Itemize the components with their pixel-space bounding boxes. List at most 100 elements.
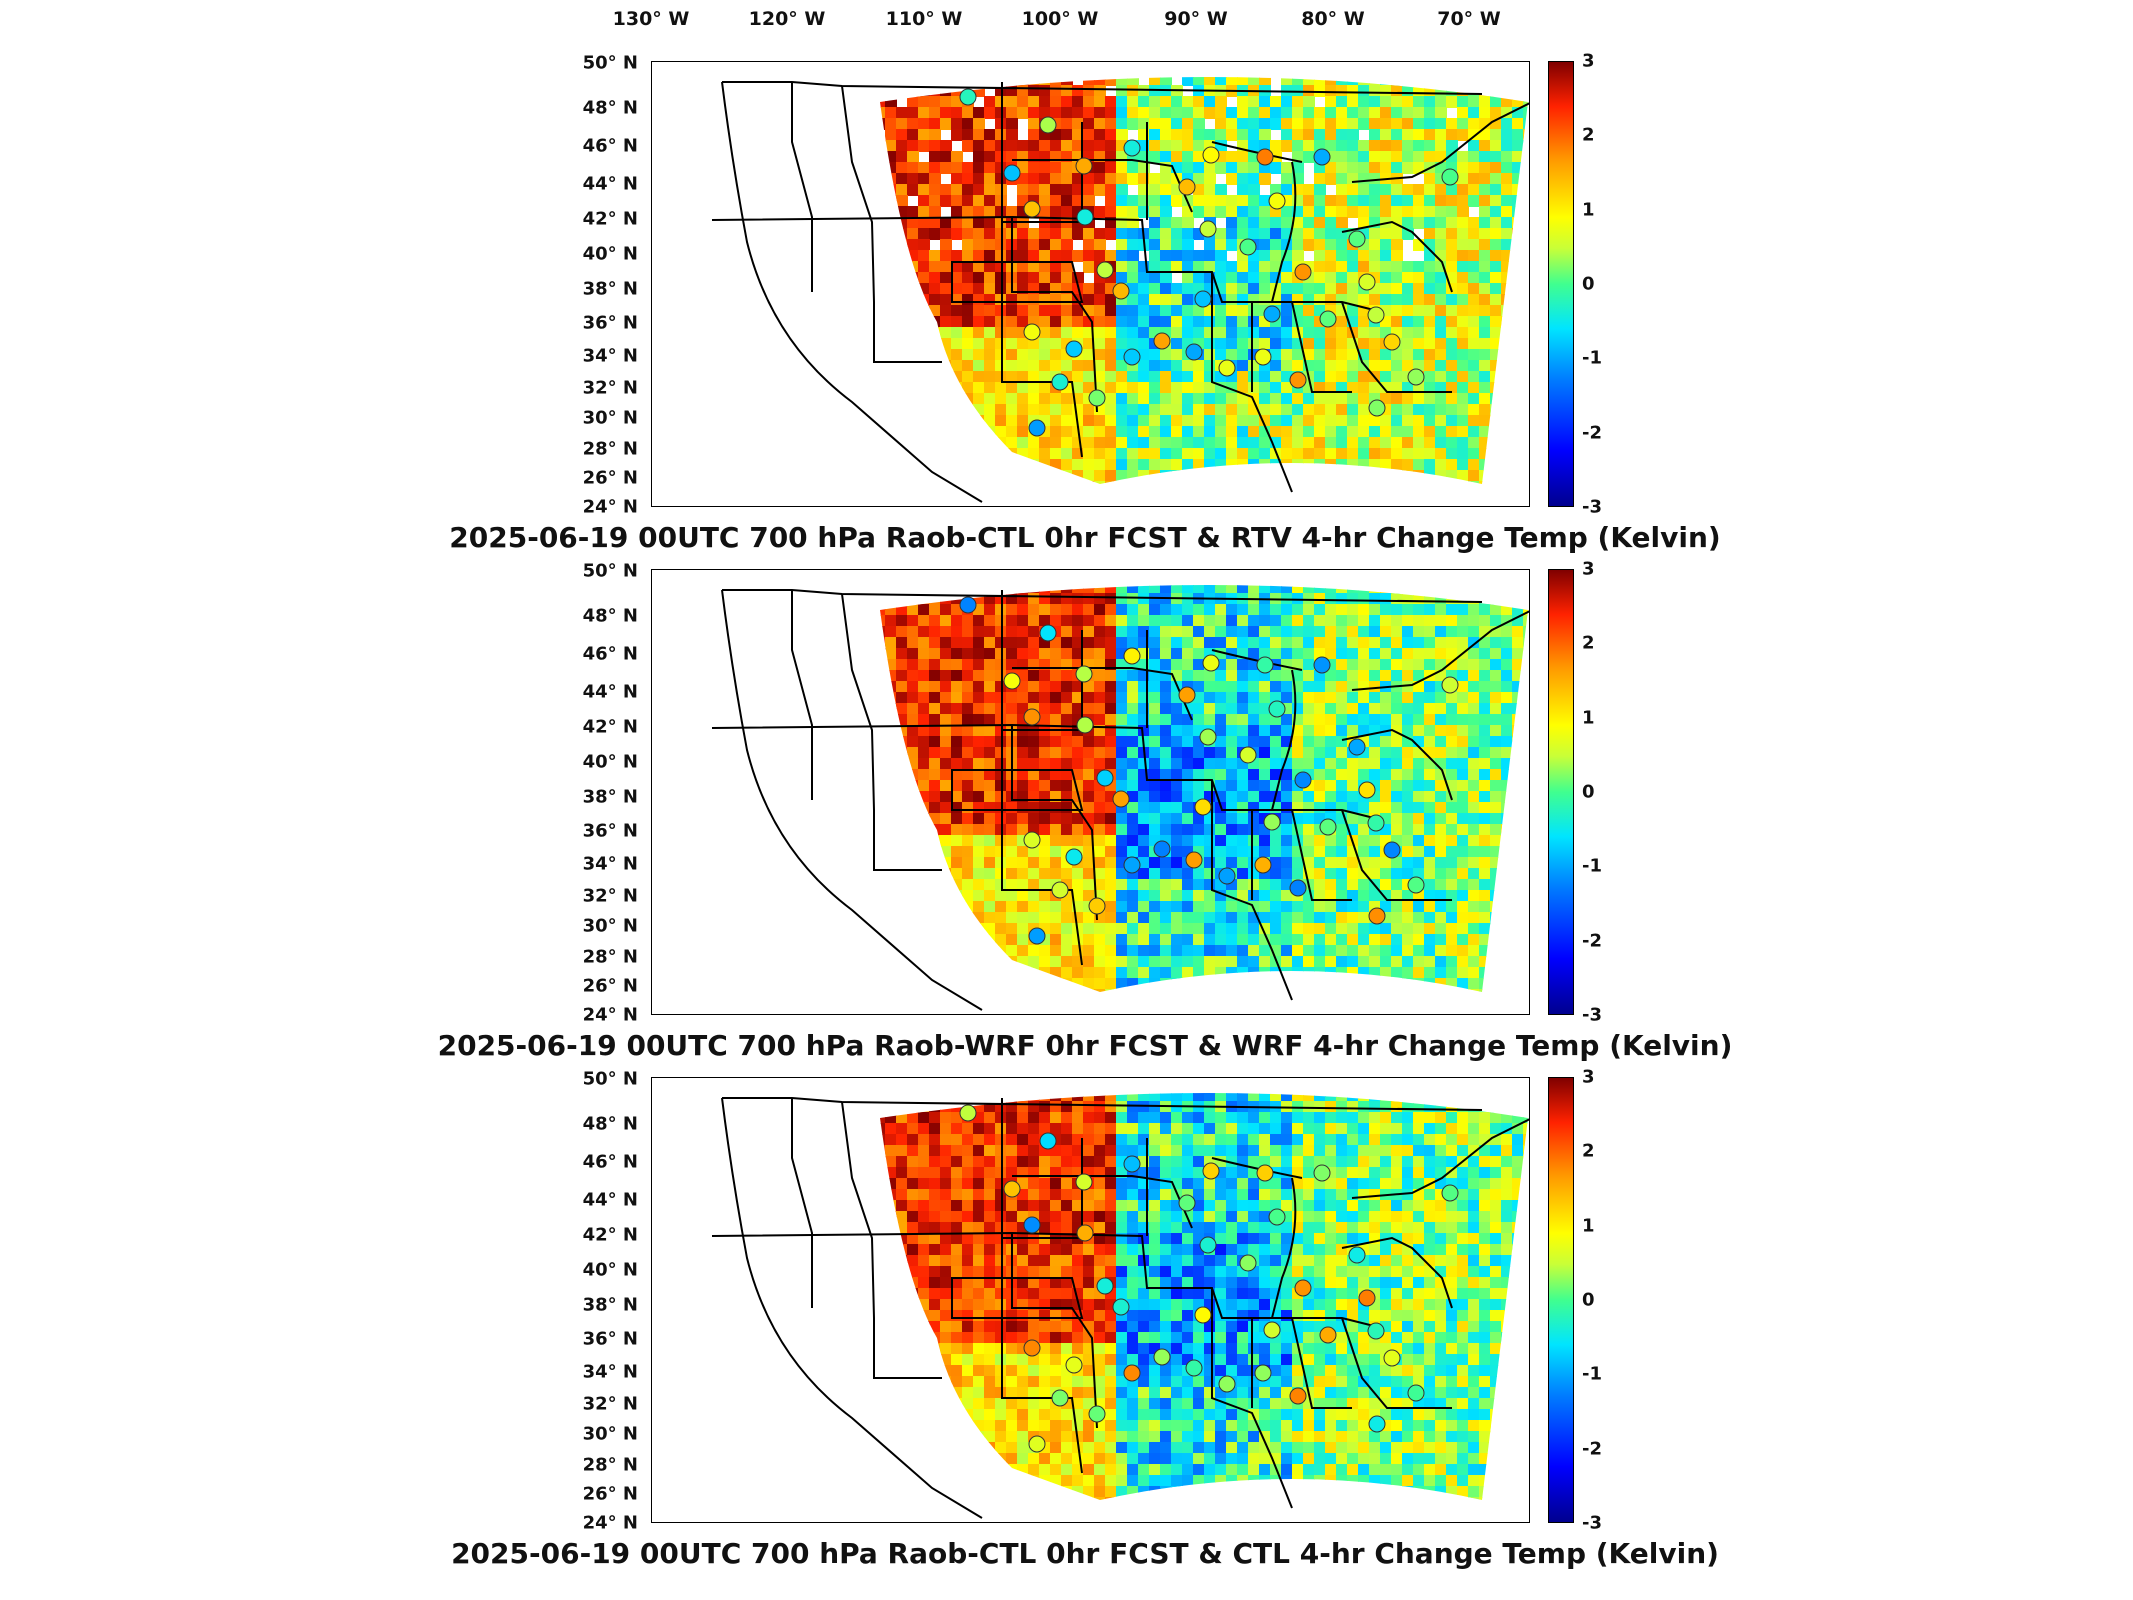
map-canvas xyxy=(651,569,1530,1015)
raob-station-marker xyxy=(1218,1375,1236,1393)
lat-label: 26° N xyxy=(582,467,638,489)
raob-station-marker xyxy=(1289,879,1307,897)
raob-station-marker xyxy=(1199,220,1217,238)
colorbar-tick: 1 xyxy=(1582,707,1595,729)
raob-station-marker xyxy=(1199,1236,1217,1254)
raob-station-marker xyxy=(1348,230,1366,248)
lat-label: 44° N xyxy=(582,173,638,195)
lat-label: 42° N xyxy=(582,1224,638,1246)
lat-label: 36° N xyxy=(582,1328,638,1350)
colorbar-tick: -1 xyxy=(1582,347,1602,369)
lat-label: 50° N xyxy=(582,52,638,74)
raob-station-marker xyxy=(1023,831,1041,849)
raob-station-marker xyxy=(1096,261,1114,279)
raob-station-marker xyxy=(1003,672,1021,690)
raob-station-marker xyxy=(1367,1322,1385,1340)
lat-label: 38° N xyxy=(582,1294,638,1316)
lon-label-130w: 130° W xyxy=(612,8,690,30)
raob-station-marker xyxy=(1075,157,1093,175)
lat-label: 28° N xyxy=(582,438,638,460)
raob-station-marker xyxy=(1096,1277,1114,1295)
lat-label: 44° N xyxy=(582,681,638,703)
raob-station-marker xyxy=(1185,1359,1203,1377)
raob-station-marker xyxy=(1263,1321,1281,1339)
raob-station-marker xyxy=(1407,876,1425,894)
colorbar-tick: -2 xyxy=(1582,930,1602,952)
colorbar xyxy=(1548,569,1574,1015)
raob-station-marker xyxy=(1185,851,1203,869)
raob-station-marker xyxy=(1202,654,1220,672)
raob-station-marker xyxy=(1112,282,1130,300)
raob-station-marker xyxy=(1289,371,1307,389)
raob-station-marker xyxy=(1239,238,1257,256)
raob-station-marker xyxy=(1268,192,1286,210)
raob-station-marker xyxy=(959,1104,977,1122)
raob-station-marker xyxy=(1039,624,1057,642)
raob-station-marker xyxy=(1023,323,1041,341)
colorbar-tick: -1 xyxy=(1582,1363,1602,1385)
lat-label: 48° N xyxy=(582,97,638,119)
raob-station-marker xyxy=(1065,848,1083,866)
colorbar-tick: -2 xyxy=(1582,1438,1602,1460)
raob-station-marker xyxy=(1194,798,1212,816)
lat-label: 32° N xyxy=(582,377,638,399)
raob-station-marker xyxy=(1367,814,1385,832)
raob-station-marker xyxy=(1123,1364,1141,1382)
raob-station-marker xyxy=(1096,769,1114,787)
colorbar xyxy=(1548,1077,1574,1523)
raob-station-marker xyxy=(1051,1389,1069,1407)
raob-station-marker xyxy=(1028,419,1046,437)
panel-title: 2025-06-19 00UTC 700 hPa Raob-WRF 0hr FC… xyxy=(437,1029,1733,1062)
colorbar xyxy=(1548,61,1574,507)
raob-station-marker xyxy=(1263,305,1281,323)
raob-station-marker xyxy=(1039,1132,1057,1150)
lat-label: 30° N xyxy=(582,407,638,429)
raob-station-marker xyxy=(1294,263,1312,281)
lat-label: 38° N xyxy=(582,786,638,808)
raob-station-marker xyxy=(1178,178,1196,196)
map-canvas xyxy=(651,61,1530,507)
raob-station-marker xyxy=(1348,1246,1366,1264)
raob-station-marker xyxy=(1319,818,1337,836)
lon-label-80w: 80° W xyxy=(1301,8,1365,30)
raob-station-marker xyxy=(1202,1162,1220,1180)
raob-station-marker xyxy=(1088,389,1106,407)
raob-station-marker xyxy=(1112,1298,1130,1316)
raob-station-marker xyxy=(1383,333,1401,351)
raob-station-marker xyxy=(1383,841,1401,859)
raob-station-marker xyxy=(1123,1155,1141,1173)
raob-station-marker xyxy=(1383,1349,1401,1367)
colorbar-tick: 3 xyxy=(1582,50,1595,72)
raob-station-marker xyxy=(959,88,977,106)
raob-station-marker xyxy=(1407,368,1425,386)
raob-station-marker xyxy=(1123,856,1141,874)
raob-station-marker xyxy=(1256,656,1274,674)
lat-label: 40° N xyxy=(582,243,638,265)
raob-station-marker xyxy=(1289,1387,1307,1405)
raob-station-marker xyxy=(1358,781,1376,799)
lon-label-100w: 100° W xyxy=(1021,8,1099,30)
raob-station-marker xyxy=(1194,290,1212,308)
raob-station-marker xyxy=(1194,1306,1212,1324)
colorbar-tick: -3 xyxy=(1582,1004,1602,1026)
lat-label: 30° N xyxy=(582,1423,638,1445)
raob-station-marker xyxy=(1268,1208,1286,1226)
lat-label: 30° N xyxy=(582,915,638,937)
raob-station-marker xyxy=(1254,348,1272,366)
lat-label: 36° N xyxy=(582,820,638,842)
raob-station-marker xyxy=(1039,116,1057,134)
lat-label: 48° N xyxy=(582,1113,638,1135)
lon-label-90w: 90° W xyxy=(1164,8,1228,30)
lat-label: 42° N xyxy=(582,208,638,230)
colorbar-tick: -3 xyxy=(1582,1512,1602,1534)
lat-label: 42° N xyxy=(582,716,638,738)
raob-station-marker xyxy=(1268,700,1286,718)
raob-station-marker xyxy=(1256,148,1274,166)
raob-station-marker xyxy=(1239,1254,1257,1272)
raob-station-marker xyxy=(1313,1164,1331,1182)
colorbar-tick: 1 xyxy=(1582,199,1595,221)
raob-station-marker xyxy=(1254,856,1272,874)
colorbar-tick: 0 xyxy=(1582,1289,1595,1311)
raob-station-marker xyxy=(1294,1279,1312,1297)
colorbar-tick: -1 xyxy=(1582,855,1602,877)
